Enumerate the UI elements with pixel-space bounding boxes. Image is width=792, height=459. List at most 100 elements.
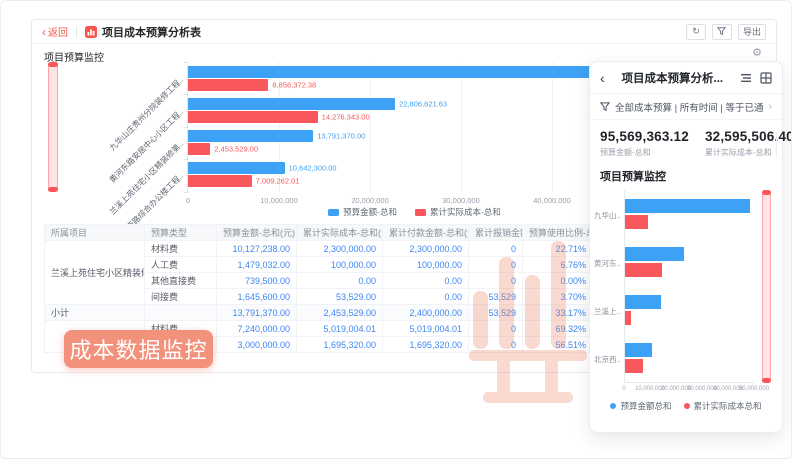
subtotal-row: 小计 13,791,370.00 2,453,529.00 2,400,000.… (44, 304, 593, 321)
export-button[interactable]: 导出 (737, 23, 766, 40)
bar-value-label: 22,806,621.63 (399, 99, 448, 109)
page-title: 项目成本预算分析表 (102, 26, 201, 39)
kpi-budget-total: 95,569,363.12 预算金额-总和 (600, 129, 689, 158)
legend-item-actual[interactable]: 累计实际成本-总和 (415, 206, 501, 218)
datazoom-handle-bottom[interactable] (48, 187, 58, 192)
col-header: 所属项目 (44, 224, 145, 241)
legend-item-budget[interactable]: 预算金额总和 (610, 400, 672, 412)
project-cell: 兰溪上苑住宅小区精装修第... (44, 240, 145, 305)
datazoom-handle-top[interactable] (48, 62, 58, 67)
category-label: 北京西.. (594, 355, 621, 364)
legend-label: 预算金额总和 (620, 401, 672, 411)
report-icon (85, 25, 97, 38)
kpi-label: 累计实际成本-总和 (704, 148, 772, 157)
x-tick: 20,000,000 (351, 196, 389, 205)
chart-plot-area (624, 190, 754, 383)
refresh-icon: ↻ (692, 26, 700, 36)
kpi-actual-total: 32,595,506.40 累计实际成本-总和 (704, 129, 792, 158)
chart-bar-budget[interactable] (625, 247, 684, 261)
bar-value-label: 7,009,262.01 (255, 176, 300, 186)
chevron-right-icon: › (768, 100, 772, 113)
x-tick: 20,000,000 (660, 386, 692, 392)
legend-dot-actual (683, 403, 690, 409)
bar-value-label: 8,856,372.38 (272, 80, 317, 90)
x-tick: 30,000,000 (442, 196, 480, 205)
x-tick: 10,000,000 (260, 196, 298, 205)
x-tick: 50,000,000 (738, 386, 770, 392)
col-header: 累计报销金额-总和(元) (468, 224, 523, 241)
legend-label: 累计实际成本总和 (693, 401, 762, 411)
chart-bar-actual[interactable]: 8,856,372.38 (188, 79, 316, 91)
back-chevron-icon: ‹ (42, 24, 46, 39)
chart-bar-actual[interactable] (625, 215, 648, 229)
legend-swatch-actual (415, 208, 426, 216)
kpi-value: 32,595,506.40 (704, 129, 792, 144)
chart-bar-actual[interactable] (625, 311, 632, 325)
col-header: 预算类型 (144, 224, 217, 241)
budget-monitor-chart: 九华山庄贵州分院装修工程.. 黄河东路安居中心小区工程.. 兰溪上苑住宅小区精装… (32, 60, 776, 243)
legend-item-budget[interactable]: 预算金额-总和 (328, 206, 397, 218)
chart-bar-actual[interactable]: 7,009,262.01 (188, 175, 299, 187)
chart-bar-budget[interactable]: 13,791,370.00 (188, 130, 365, 142)
chart-bar-actual[interactable] (625, 263, 662, 277)
chart-bar-actual[interactable]: 14,276,343.00 (188, 111, 370, 123)
chart-bar-budget[interactable]: 10,642,300.00 (188, 162, 337, 174)
bar-value-label: 10,642,300.00 (288, 163, 337, 173)
bar-value-label: 13,791,370.00 (317, 131, 366, 141)
legend-swatch-budget (328, 208, 340, 216)
datazoom-handle-top[interactable] (762, 190, 771, 195)
list-icon[interactable] (740, 72, 752, 84)
panel-section-title: 项目预算监控 (600, 171, 666, 183)
gear-icon[interactable]: ⚙ (752, 47, 762, 59)
back-label: 返回 (48, 28, 68, 39)
x-tick: 0 (185, 196, 191, 205)
chart-bar-budget[interactable] (188, 66, 627, 78)
chart-bar-actual[interactable]: 2,453,529.00 (188, 143, 258, 155)
col-header: 预算金额-总和(元) (216, 224, 297, 241)
header-divider (76, 25, 77, 38)
back-link[interactable]: ‹ 返回 (42, 24, 68, 40)
funnel-icon (717, 27, 727, 36)
panel-title: 项目成本预算分析... (621, 72, 724, 85)
chart-legend: 预算金额-总和 累计实际成本-总和 (187, 206, 642, 218)
kpi-divider (776, 132, 777, 158)
datazoom-slider[interactable] (48, 62, 58, 192)
category-label: 黄河东.. (594, 259, 621, 268)
category-label: 九华山.. (594, 211, 621, 220)
panel-filter-bar[interactable]: 全部成本预算 | 所有时间 | 等于已通过 › (590, 94, 782, 120)
chart-bar-budget[interactable]: 22,806,621.63 (188, 98, 447, 110)
legend-label: 预算金额-总和 (343, 207, 397, 217)
table-row: 间接费 1,645,600.00 53,529.00 0.00 53,529 3… (45, 288, 593, 305)
filter-button[interactable] (711, 23, 732, 40)
panel-chart: 九华山.. 黄河东.. 兰溪上.. 北京西.. 0 10,000,000 20,… (590, 190, 782, 394)
table-header-row: 所属项目 预算类型 预算金额-总和(元) 累计实际成本-总和(元) 累计付款金额… (44, 224, 593, 241)
chart-bar-actual[interactable] (625, 359, 644, 373)
x-tick: 0 (622, 386, 626, 392)
kpi-value: 95,569,363.12 (600, 129, 689, 144)
section-title: 项目预算监控 (44, 53, 104, 64)
legend-item-actual[interactable]: 累计实际成本总和 (683, 400, 762, 412)
chart-bar-budget[interactable] (625, 295, 661, 309)
table-row: 其他直接费 739,500.00 0.00 0.00 0 0.00% (45, 272, 593, 289)
x-tick: 30,000,000 (686, 386, 718, 392)
category-label: 兰溪上.. (594, 307, 621, 316)
annotation-badge: 成本数据监控 (64, 330, 213, 368)
panel-back-icon[interactable]: ‹ (600, 69, 605, 86)
refresh-button[interactable]: ↻ (685, 23, 706, 40)
legend-label: 累计实际成本-总和 (430, 207, 501, 217)
funnel-icon (600, 101, 610, 111)
chart-bar-budget[interactable] (625, 199, 750, 213)
datazoom-slider[interactable] (762, 190, 771, 383)
grid-icon[interactable] (760, 71, 772, 84)
datazoom-handle-bottom[interactable] (762, 378, 771, 383)
budget-table: 所属项目 预算类型 预算金额-总和(元) 累计实际成本-总和(元) 累计付款金额… (44, 224, 593, 353)
x-tick: 40,000,000 (533, 196, 571, 205)
bar-value-label: 2,453,529.00 (214, 144, 259, 154)
chart-bar-budget[interactable] (625, 343, 653, 357)
col-header: 预算使用比例-总和(%) (522, 224, 593, 241)
x-tick: 10,000,000 (634, 386, 666, 392)
col-header: 累计实际成本-总和(元) (296, 224, 383, 241)
chart-legend: 预算金额总和 累计实际成本总和 (590, 400, 782, 412)
bar-value-label: 14,276,343.00 (321, 112, 370, 122)
